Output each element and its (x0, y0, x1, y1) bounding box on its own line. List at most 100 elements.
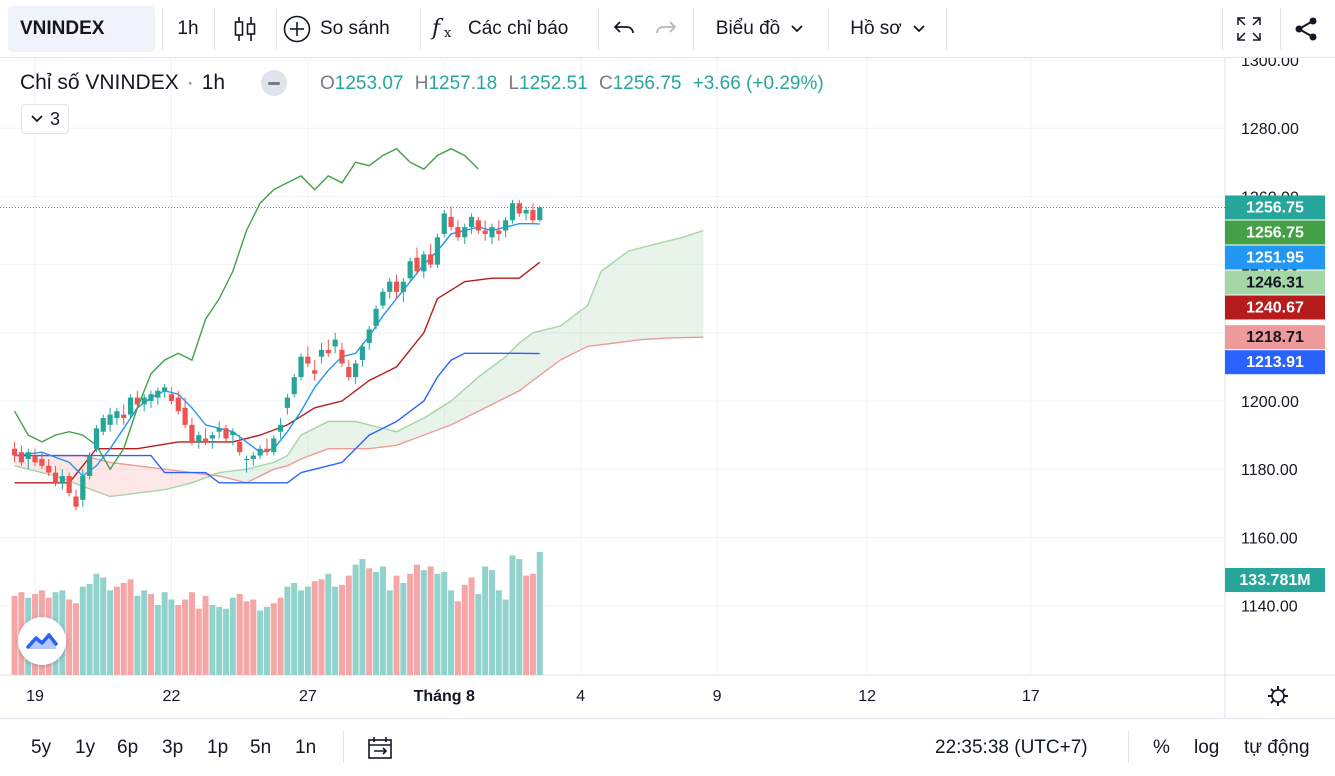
candle-body (530, 210, 536, 221)
toolbar-divider (1280, 8, 1281, 50)
profile-menu-button[interactable]: Hồ sơ (836, 0, 940, 57)
candle (196, 431, 202, 449)
cloud-segment (188, 472, 192, 484)
candle-body (380, 291, 386, 306)
auto-scale-toggle[interactable]: tự động (1244, 719, 1310, 776)
gear-tooth (1281, 688, 1286, 693)
range-1d-button[interactable]: 1n (295, 719, 323, 776)
ichimoku-cloud (14, 230, 704, 497)
price-tick-label: 1180.00 (1241, 462, 1298, 479)
ohlc-values: O1253.07 H1257.18 L1252.51 C1256.75 +3.6… (320, 73, 824, 95)
cloud-segment (369, 424, 373, 449)
candle (516, 199, 522, 217)
redo-button[interactable] (648, 0, 684, 57)
cloud-segment (519, 340, 523, 391)
volume-bar (154, 605, 161, 675)
candle-body (428, 254, 434, 265)
candle-body (455, 227, 461, 238)
cloud-segment (140, 466, 145, 493)
candle (25, 448, 31, 470)
symbol-search-button[interactable]: VNINDEX (8, 6, 155, 52)
candle-body (196, 435, 202, 442)
fullscreen-button[interactable] (1226, 0, 1272, 57)
cloud-segment (283, 455, 288, 467)
price-chart[interactable]: 1300.001280.001260.001240.001220.001200.… (0, 53, 1335, 718)
cloud-segment (379, 427, 383, 448)
range-1y-button[interactable]: 1y (75, 719, 101, 776)
share-button[interactable] (1284, 0, 1328, 57)
candle-body (448, 216, 454, 228)
cloud-segment (157, 468, 162, 491)
candle-body (73, 496, 79, 507)
range-3m-button[interactable]: 3p (162, 719, 190, 776)
indicator-count: 3 (49, 108, 60, 129)
cloud-segment (553, 326, 557, 366)
candle-body (393, 281, 400, 292)
close-value: 1256.75 (612, 73, 682, 94)
chart-style-button[interactable] (222, 0, 268, 57)
clock-time: 22:35:38 (UTC+7) (935, 736, 1088, 758)
volume-bar (168, 599, 175, 675)
candle-body (93, 428, 100, 449)
candle (489, 223, 495, 245)
candle-body (216, 428, 222, 432)
cloud-segment (236, 470, 240, 482)
candle-body (332, 339, 338, 347)
candle (202, 428, 209, 446)
candle (448, 206, 454, 231)
volume-bar (141, 590, 148, 675)
candle (32, 448, 38, 466)
undo-button[interactable] (606, 0, 642, 57)
cloud-segment (263, 464, 267, 475)
candle (271, 435, 277, 456)
tradingview-logo-button[interactable] (18, 617, 66, 665)
price-label-bg (1225, 270, 1325, 295)
cloud-segment (662, 241, 666, 339)
candle-body (134, 397, 140, 405)
volume-bar (407, 573, 414, 675)
interval-button[interactable]: 1h (166, 0, 210, 57)
legend-collapse-button[interactable] (261, 70, 288, 96)
toolbar-divider (162, 8, 163, 50)
cloud-segment (655, 243, 660, 339)
volume-bar (461, 584, 468, 675)
date-range-button[interactable] (366, 719, 396, 776)
candle (216, 421, 222, 439)
candle (277, 418, 284, 439)
candle (298, 353, 304, 381)
candle (496, 220, 502, 241)
candle (414, 247, 420, 275)
candle-body (80, 476, 86, 500)
cloud-segment (348, 421, 353, 449)
chart-menu-button[interactable]: Biểu đồ (700, 0, 820, 57)
cloud-segment (570, 315, 574, 355)
clock-timezone-button[interactable]: 22:35:38 (UTC+7) (935, 719, 1088, 776)
candle-body (509, 203, 516, 221)
cloud-segment (399, 428, 404, 445)
cloud-segment (522, 337, 527, 389)
candle (52, 465, 59, 487)
candle (189, 418, 195, 446)
candle-body (387, 281, 393, 292)
range-5y-button[interactable]: 5y (31, 719, 57, 776)
indicators-toggle-button[interactable]: 3 (21, 104, 69, 134)
range-6m-button[interactable]: 6p (117, 719, 145, 776)
range-1m-button[interactable]: 1p (207, 719, 233, 776)
cloud-segment (382, 428, 387, 448)
axis-settings-icon[interactable] (1268, 686, 1288, 706)
cloud-segment (352, 421, 356, 449)
candle (223, 424, 229, 442)
price-axis-label: 1218.71 (1225, 325, 1325, 350)
cloud-segment (618, 256, 622, 343)
range-5d-button[interactable]: 5n (250, 719, 278, 776)
cloud-segment (669, 239, 673, 338)
log-toggle[interactable]: log (1194, 719, 1219, 776)
percent-toggle[interactable]: % (1153, 719, 1170, 776)
cloud-segment (335, 421, 339, 449)
price-label-bg (1225, 295, 1325, 320)
compare-button[interactable]: So sánh (282, 0, 412, 57)
chart-area[interactable]: 1300.001280.001260.001240.001220.001200.… (0, 53, 1335, 718)
candle-body (421, 254, 427, 272)
tenkan-line (14, 223, 540, 477)
